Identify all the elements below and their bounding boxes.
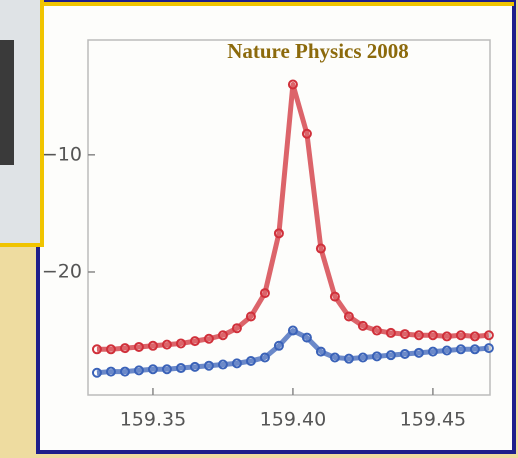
data-point <box>119 343 130 354</box>
chart-title: Nature Physics 2008 <box>227 39 409 63</box>
data-point <box>175 363 186 374</box>
data-point <box>203 333 214 344</box>
data-point <box>301 332 312 343</box>
y-tick-label: −20 <box>42 260 82 282</box>
data-point <box>133 365 144 376</box>
data-point <box>455 330 466 341</box>
data-point <box>91 367 102 378</box>
y-tick-label: −10 <box>42 143 82 165</box>
data-point <box>105 366 116 377</box>
data-point <box>399 348 410 359</box>
data-point <box>259 352 270 363</box>
data-point <box>147 364 158 375</box>
data-point <box>161 364 172 375</box>
data-point <box>231 358 242 369</box>
data-point <box>287 325 298 336</box>
data-point <box>385 350 396 361</box>
data-point <box>217 330 228 341</box>
data-point <box>301 128 312 139</box>
data-point <box>147 340 158 351</box>
inset-image <box>0 40 14 165</box>
x-tick-label: 159.40 <box>260 409 326 431</box>
data-point <box>427 346 438 357</box>
data-point <box>287 79 298 90</box>
data-point <box>343 353 354 364</box>
data-point <box>273 340 284 351</box>
data-point <box>413 347 424 358</box>
data-point <box>413 330 424 341</box>
data-point <box>91 344 102 355</box>
data-point <box>329 291 340 302</box>
data-point <box>315 346 326 357</box>
data-point <box>315 243 326 254</box>
data-point <box>119 366 130 377</box>
data-point <box>455 344 466 355</box>
data-point <box>273 228 284 239</box>
data-point <box>469 331 480 342</box>
data-point <box>483 330 494 341</box>
data-point <box>399 329 410 340</box>
x-tick-label: 159.45 <box>400 409 466 431</box>
data-point <box>483 343 494 354</box>
data-point <box>189 336 200 347</box>
plot: 159.35 159.40 159.45 −10 −20 <box>42 79 494 431</box>
data-point <box>175 338 186 349</box>
data-point <box>161 339 172 350</box>
data-point <box>385 327 396 338</box>
x-tick-label: 159.35 <box>120 409 186 431</box>
data-point <box>245 356 256 367</box>
data-point <box>259 288 270 299</box>
data-point <box>329 352 340 363</box>
data-point <box>343 311 354 322</box>
plot-frame <box>87 39 491 396</box>
data-point <box>357 320 368 331</box>
data-point <box>231 323 242 334</box>
data-point <box>469 344 480 355</box>
data-point <box>133 341 144 352</box>
data-point <box>357 352 368 363</box>
data-point <box>245 311 256 322</box>
data-point <box>203 360 214 371</box>
data-point <box>217 359 228 370</box>
data-point <box>441 331 452 342</box>
inset-panel <box>0 0 44 247</box>
data-point <box>371 351 382 362</box>
data-point <box>189 361 200 372</box>
chart-panel <box>36 0 516 454</box>
data-point <box>441 345 452 356</box>
data-point <box>105 344 116 355</box>
data-point <box>427 330 438 341</box>
data-point <box>371 325 382 336</box>
